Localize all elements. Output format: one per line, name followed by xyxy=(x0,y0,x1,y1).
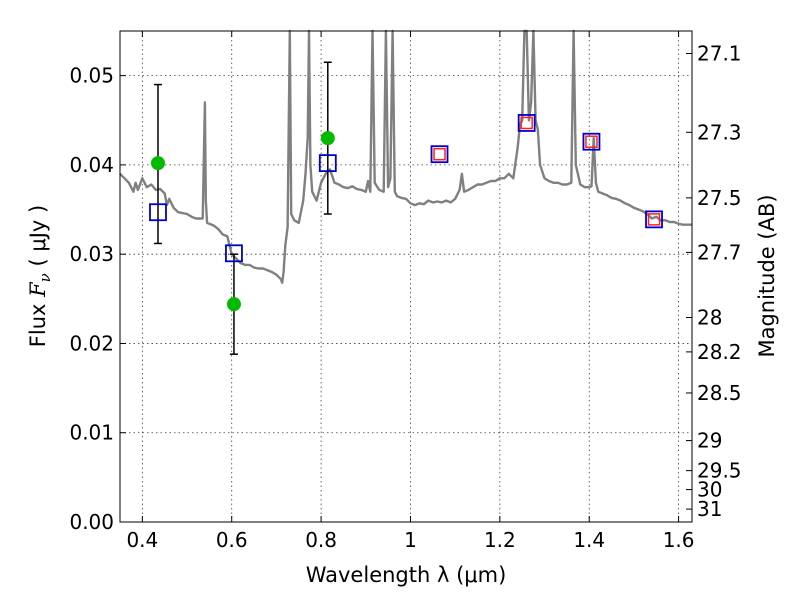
blue-square-marker xyxy=(430,145,449,164)
x-tick-label: 0.4 xyxy=(126,528,158,552)
mag-tick-label: 31 xyxy=(697,497,722,521)
mag-tick-label: 27.7 xyxy=(697,240,742,264)
mag-tick-label: 27.5 xyxy=(697,186,742,210)
y-axis-label-unit: ( μJy ) xyxy=(26,205,50,273)
green-circle-marker xyxy=(226,297,241,312)
model-spectrum xyxy=(119,29,692,284)
blue-square-marker xyxy=(318,154,337,173)
y-tick-label: 0.00 xyxy=(69,510,114,534)
x-tick-label: 1.2 xyxy=(484,528,516,552)
mag-tick-label: 27.3 xyxy=(697,120,742,144)
x-tick-label: 0.6 xyxy=(216,528,248,552)
blue-square-marker xyxy=(225,244,243,263)
y-tick-label: 0.05 xyxy=(69,64,114,88)
y-tick-label: 0.04 xyxy=(69,153,114,177)
mag-tick-label: 30 xyxy=(697,478,722,502)
mag-tick-label: 28.5 xyxy=(697,381,742,405)
y-axis-label: Flux Fν ( μJy ) xyxy=(26,205,54,347)
y-tick-label: 0.02 xyxy=(69,331,114,355)
x-axis-label: Wavelength λ (μm) xyxy=(306,563,507,587)
model-spectrum-line xyxy=(119,29,692,284)
green-circle-marker xyxy=(150,156,165,171)
error-bars xyxy=(153,61,332,355)
axis-ticks: 0.4 0.6 0.8 1 1.2 1.4 1.6 0.00 0.01 0.02 0.03 0.04 0… xyxy=(69,31,742,552)
red-square-marker xyxy=(520,116,533,130)
plot-frame xyxy=(119,30,693,523)
mag-tick-label: 29.5 xyxy=(697,459,742,483)
y-axis-label-symbol: F xyxy=(26,281,50,298)
photometry-markers xyxy=(149,114,663,312)
red-square-marker xyxy=(647,213,661,226)
blue-square-marker xyxy=(517,114,536,132)
green-circle-marker xyxy=(320,131,335,146)
y2-axis-label: Magnitude (AB) xyxy=(755,194,779,357)
red-square-marker xyxy=(585,135,598,148)
mag-tick-label: 27.1 xyxy=(697,41,742,65)
x-tick-label: 1.6 xyxy=(663,528,695,552)
blue-square-marker xyxy=(582,132,601,151)
mag-tick-label: 28.2 xyxy=(697,340,742,364)
x-tick-label: 1.4 xyxy=(573,528,605,552)
mag-tick-label: 28 xyxy=(697,305,722,329)
blue-square-marker xyxy=(645,210,663,229)
y-axis-label-prefix: Flux xyxy=(26,297,50,347)
red-square-marker xyxy=(433,147,446,161)
x-tick-label: 1 xyxy=(404,528,417,552)
x-tick-label: 0.8 xyxy=(305,528,337,552)
y-tick-label: 0.03 xyxy=(69,242,114,266)
blue-square-marker xyxy=(149,203,167,222)
y-tick-label: 0.01 xyxy=(69,421,114,445)
mag-tick-label: 29 xyxy=(697,429,722,453)
y-axis-label-subscript: ν xyxy=(36,273,54,282)
